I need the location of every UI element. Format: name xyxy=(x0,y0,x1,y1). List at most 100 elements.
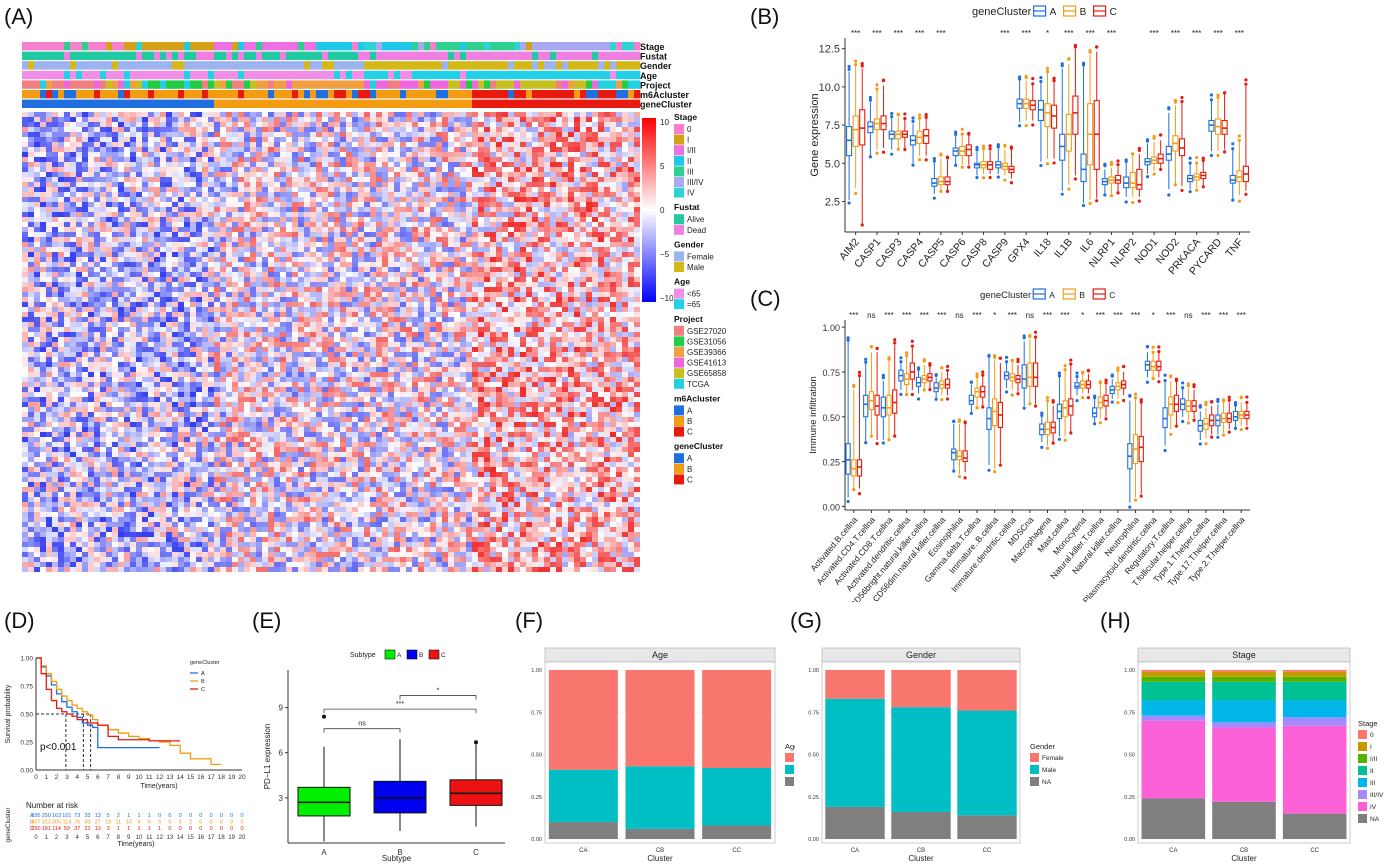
heat-cell xyxy=(88,172,94,177)
heat-cell xyxy=(334,287,340,292)
heat-cell xyxy=(580,132,586,137)
heat-cell xyxy=(586,212,592,217)
annotation-cell xyxy=(178,61,185,70)
heat-cell xyxy=(376,282,382,287)
heat-cell xyxy=(610,292,616,297)
annotation-cell xyxy=(130,90,137,99)
heat-cell xyxy=(190,262,196,267)
heat-cell xyxy=(454,132,460,137)
annotation-cell xyxy=(628,80,635,89)
heat-cell xyxy=(46,267,52,272)
heat-cell xyxy=(574,152,580,157)
heat-cell xyxy=(34,302,40,307)
heat-cell xyxy=(220,157,226,162)
heat-cell xyxy=(520,307,526,312)
heat-cell xyxy=(142,287,148,292)
heat-cell xyxy=(418,212,424,217)
annotation-cell xyxy=(460,80,467,89)
heat-cell xyxy=(400,287,406,292)
heat-cell xyxy=(112,272,118,277)
annotation-cell xyxy=(496,70,503,80)
annotation-cell xyxy=(88,80,95,89)
annotation-cell xyxy=(64,90,71,99)
heat-cell xyxy=(160,232,166,237)
heat-cell xyxy=(406,257,412,262)
heat-cell xyxy=(298,272,304,277)
annotation-cell xyxy=(532,90,539,99)
annotation-cell xyxy=(106,51,113,60)
annotation-cell xyxy=(484,80,491,89)
heat-cell xyxy=(298,227,304,232)
heat-cell xyxy=(136,152,142,157)
annotation-cell xyxy=(580,61,587,70)
heat-cell xyxy=(112,232,118,237)
heat-cell xyxy=(502,307,508,312)
heat-cell xyxy=(100,302,106,307)
heat-cell xyxy=(544,127,550,132)
heat-cell xyxy=(166,297,172,302)
heat-cell xyxy=(154,122,160,127)
heat-cell xyxy=(334,147,340,152)
heat-cell xyxy=(598,227,604,232)
heat-cell xyxy=(538,142,544,147)
heat-cell xyxy=(580,272,586,277)
heat-cell xyxy=(52,112,58,117)
heat-cell xyxy=(22,192,28,197)
heat-cell xyxy=(388,117,394,122)
annotation-cell xyxy=(214,70,221,80)
heat-cell xyxy=(460,232,466,237)
heat-cell xyxy=(40,312,46,317)
heat-cell xyxy=(634,157,640,162)
heat-cell xyxy=(256,277,262,282)
heat-cell xyxy=(196,112,202,117)
heat-cell xyxy=(28,172,34,177)
heat-cell xyxy=(442,172,448,177)
heat-cell xyxy=(358,297,364,302)
heat-cell xyxy=(484,267,490,272)
heat-cell xyxy=(196,142,202,147)
heat-cell xyxy=(496,207,502,212)
heat-cell xyxy=(232,262,238,267)
annotation-cell xyxy=(412,51,419,60)
heat-cell xyxy=(340,307,346,312)
heat-cell xyxy=(364,272,370,277)
heat-cell xyxy=(256,182,262,187)
annotation-cell xyxy=(316,51,323,60)
heat-cell xyxy=(466,187,472,192)
annotation-cell xyxy=(238,90,245,99)
annotation-cell xyxy=(442,51,449,60)
heat-cell xyxy=(298,307,304,312)
heat-cell xyxy=(622,302,628,307)
heat-cell xyxy=(40,287,46,292)
heat-cell xyxy=(484,127,490,132)
annotation-cell xyxy=(406,80,413,89)
heat-cell xyxy=(322,247,328,252)
heat-cell xyxy=(514,192,520,197)
heat-cell xyxy=(118,317,124,322)
heat-cell xyxy=(346,162,352,167)
heat-cell xyxy=(334,207,340,212)
heat-cell xyxy=(496,292,502,297)
heat-cell xyxy=(274,187,280,192)
annotation-cell xyxy=(490,99,497,108)
heat-cell xyxy=(238,242,244,247)
heat-cell xyxy=(232,167,238,172)
heat-cell xyxy=(226,152,232,157)
heat-cell xyxy=(124,127,130,132)
heat-cell xyxy=(592,277,598,282)
heat-cell xyxy=(58,242,64,247)
heat-cell xyxy=(226,262,232,267)
heat-cell xyxy=(250,177,256,182)
heat-cell xyxy=(190,142,196,147)
heat-cell xyxy=(238,207,244,212)
heat-cell xyxy=(316,192,322,197)
heat-cell xyxy=(82,302,88,307)
heat-cell xyxy=(238,127,244,132)
heat-cell xyxy=(346,167,352,172)
annotation-row-label: Stage xyxy=(640,42,665,52)
heat-cell xyxy=(562,192,568,197)
heat-cell xyxy=(160,172,166,177)
annotation-cell xyxy=(610,42,617,51)
heat-cell xyxy=(544,297,550,302)
heat-cell xyxy=(178,152,184,157)
